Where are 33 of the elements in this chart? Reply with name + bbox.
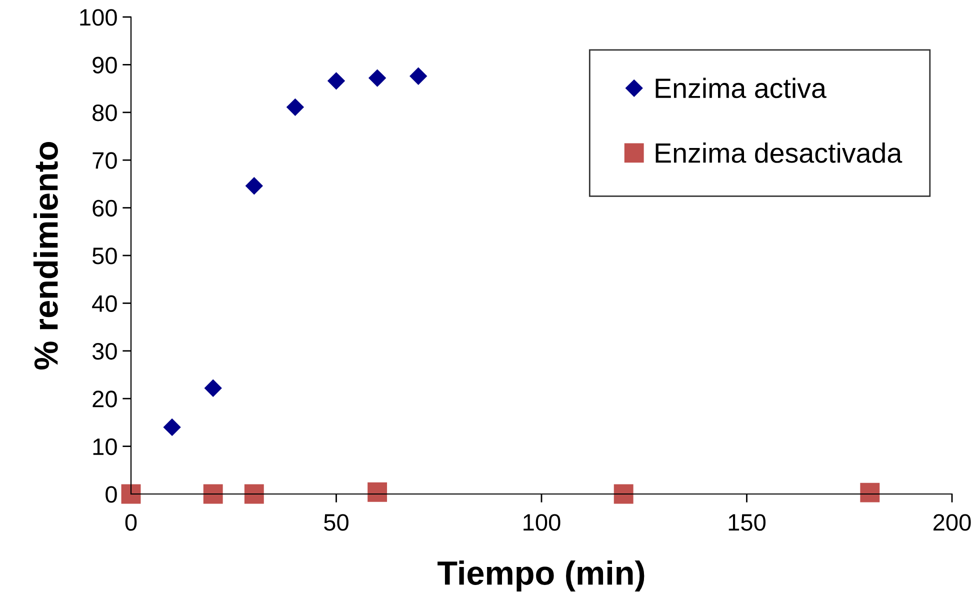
x-tick-label: 50 bbox=[324, 514, 348, 531]
y-tick-label: 30 bbox=[92, 342, 117, 360]
y-axis-title: % rendimiento bbox=[33, 142, 58, 370]
x-tick-label: 0 bbox=[125, 514, 137, 531]
y-tick-label: 40 bbox=[92, 295, 117, 312]
y-tick-label: 50 bbox=[92, 248, 117, 264]
point bbox=[368, 482, 388, 502]
point bbox=[244, 484, 264, 504]
point bbox=[368, 70, 386, 87]
point bbox=[286, 98, 304, 116]
y-tick-label: 80 bbox=[92, 104, 117, 122]
point bbox=[164, 418, 181, 436]
legend-label: Enzima desactivada bbox=[656, 142, 902, 163]
point bbox=[203, 484, 223, 504]
y-tick-label: 90 bbox=[92, 56, 117, 74]
point bbox=[328, 72, 345, 90]
y-tick-label: 20 bbox=[92, 390, 117, 408]
y-tick-label: 60 bbox=[92, 200, 117, 217]
y-tick-label: 0 bbox=[106, 486, 117, 503]
point bbox=[204, 380, 222, 397]
x-axis-title: Tiempo (min) bbox=[438, 560, 644, 592]
y-tick-label: 10 bbox=[93, 438, 117, 456]
point bbox=[246, 177, 263, 194]
point bbox=[410, 68, 427, 85]
y-tick-label: 100 bbox=[80, 9, 117, 26]
x-tick-label: 100 bbox=[524, 514, 560, 531]
point bbox=[860, 482, 880, 502]
y-tick-label: 70 bbox=[92, 152, 117, 169]
point bbox=[614, 484, 634, 504]
point bbox=[121, 484, 141, 504]
x-tick-label: 150 bbox=[728, 514, 766, 531]
x-tick-label: 200 bbox=[933, 514, 971, 531]
legend-label: Enzima activa bbox=[656, 78, 826, 98]
